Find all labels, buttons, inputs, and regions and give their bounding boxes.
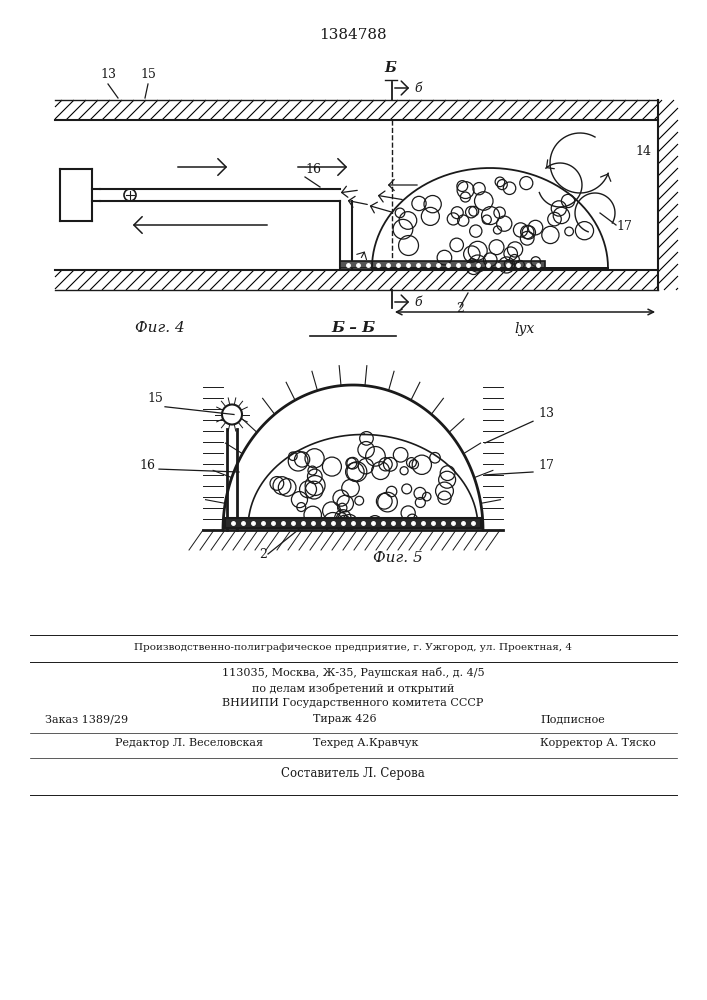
Text: по делам изобретений и открытий: по делам изобретений и открытий bbox=[252, 682, 454, 694]
Text: Редактор Л. Веселовская: Редактор Л. Веселовская bbox=[115, 738, 263, 748]
Bar bbox=[340, 261, 545, 268]
Text: 15: 15 bbox=[140, 68, 156, 81]
Text: 17: 17 bbox=[616, 220, 632, 233]
Text: 113035, Москва, Ж-35, Раушская наб., д. 4/5: 113035, Москва, Ж-35, Раушская наб., д. … bbox=[222, 668, 484, 678]
Text: Техред А.Кравчук: Техред А.Кравчук bbox=[313, 738, 419, 748]
Text: б: б bbox=[414, 82, 421, 95]
Text: Корректор А. Тяско: Корректор А. Тяско bbox=[540, 738, 656, 748]
Text: Составитель Л. Серова: Составитель Л. Серова bbox=[281, 766, 425, 780]
Text: 1384788: 1384788 bbox=[319, 28, 387, 42]
Bar bbox=[225, 518, 481, 528]
Text: б: б bbox=[414, 296, 421, 308]
Text: Тираж 426: Тираж 426 bbox=[313, 714, 377, 724]
Text: 16: 16 bbox=[305, 163, 321, 176]
Text: 15: 15 bbox=[147, 392, 163, 405]
Text: 17: 17 bbox=[538, 459, 554, 472]
Text: ВНИИПИ Государственного комитета СССР: ВНИИПИ Государственного комитета СССР bbox=[222, 698, 484, 708]
Polygon shape bbox=[372, 168, 608, 268]
Text: Производственно-полиграфическое предприятие, г. Ужгород, ул. Проектная, 4: Производственно-полиграфическое предприя… bbox=[134, 643, 572, 652]
Polygon shape bbox=[248, 435, 478, 528]
Text: Б – Б: Б – Б bbox=[331, 321, 375, 335]
Text: Заказ 1389/29: Заказ 1389/29 bbox=[45, 714, 128, 724]
Text: lyx: lyx bbox=[515, 322, 535, 336]
Text: 13: 13 bbox=[100, 68, 116, 81]
Text: 14: 14 bbox=[635, 145, 651, 158]
Text: Б: Б bbox=[384, 61, 396, 75]
Text: 2: 2 bbox=[456, 302, 464, 315]
Text: 13: 13 bbox=[538, 407, 554, 420]
Text: Фиг. 5: Фиг. 5 bbox=[373, 551, 423, 565]
Text: Фиг. 4: Фиг. 4 bbox=[135, 321, 185, 335]
Text: Подписное: Подписное bbox=[540, 714, 604, 724]
Text: 16: 16 bbox=[139, 459, 155, 472]
Text: 2: 2 bbox=[259, 548, 267, 561]
